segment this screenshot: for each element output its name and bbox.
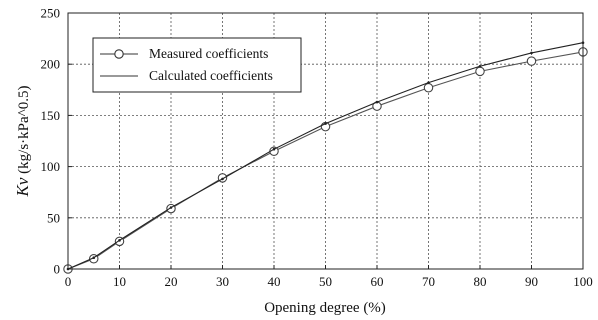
calculated-point-70 [427,81,430,84]
x-tick-label-60: 60 [371,274,384,289]
series-line-measured [67,51,584,270]
calculated-point-20 [169,206,173,209]
legend: Measured coefficients Calculated coeffic… [92,37,302,93]
x-axis-title: Opening degree (%) [264,300,386,316]
x-tick-label-70: 70 [422,274,435,289]
calculated-point-40 [272,147,276,151]
measured-point-70 [423,83,434,93]
y-tick-label-200: 200 [41,57,61,72]
calculated-point-30 [221,177,224,181]
x-tick-label-0: 0 [65,274,72,289]
x-tick-label-20: 20 [165,274,178,289]
grid [68,13,583,269]
calculated-point-60 [375,100,379,104]
y-tick-label-100: 100 [41,159,61,174]
x-tick-label-50: 50 [319,274,332,289]
calculated-point-90 [530,51,533,55]
x-tick-label-90: 90 [525,274,538,289]
legend-label-calculated: Calculated coefficients [149,68,273,83]
series-calculated [66,41,585,271]
measured-point-90 [526,56,537,66]
y-tick-label-0: 0 [54,262,61,277]
legend-marker-measured [114,49,124,59]
x-tick-label-30: 30 [216,274,229,289]
calculated-point-10 [118,239,121,242]
series-line-calculated [67,42,584,270]
y-tick-label-150: 150 [41,108,61,123]
x-tick-label-10: 10 [113,274,126,289]
legend-box [92,37,302,93]
y-axis-title: Kv (kg/s·kPa^0.5) [13,86,32,198]
calculated-point-80 [478,64,482,68]
tick-layer: 0 10 20 30 40 50 60 70 80 90 100 0 50 100 150 200 250 [41,6,593,290]
x-tick-label-40: 40 [268,274,281,289]
x-tick-label-80: 80 [474,274,487,289]
y-tick-label-250: 250 [41,6,61,21]
calculated-point-50 [324,122,327,125]
x-tick-label-100: 100 [573,274,593,289]
y-axis-symbol: Kv [13,177,32,197]
y-axis-units: (kg/s·kPa^0.5) [16,86,32,178]
legend-label-measured: Measured coefficients [149,46,268,61]
y-tick-label-50: 50 [47,210,60,225]
measured-point-80 [475,66,485,77]
calculated-point-5 [92,256,96,260]
